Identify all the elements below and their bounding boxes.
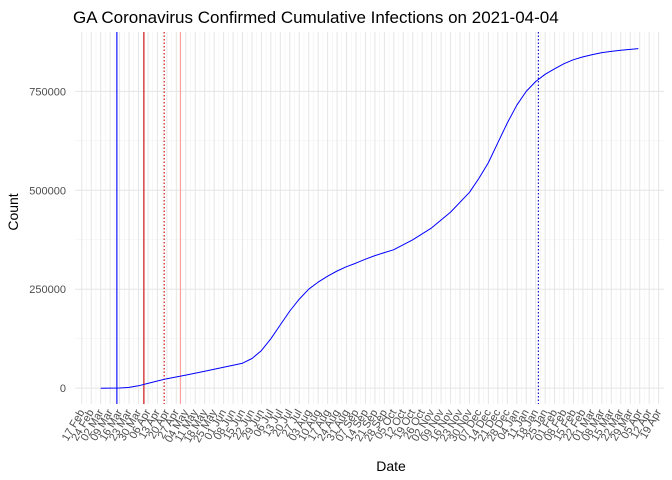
grid xyxy=(75,32,664,404)
chart-title: GA Coronavirus Confirmed Cumulative Infe… xyxy=(73,8,559,27)
series-line-1 xyxy=(100,48,639,389)
y-axis-title: Count xyxy=(5,193,21,230)
y-tick-label: 250000 xyxy=(29,284,66,296)
y-tick-label: 500000 xyxy=(29,185,66,197)
x-axis-title: Date xyxy=(376,458,406,474)
reference-lines xyxy=(116,32,539,404)
y-tick-label: 750000 xyxy=(29,86,66,98)
y-axis: 0 250000 500000 750000 xyxy=(29,86,66,395)
series-layer xyxy=(100,48,639,389)
y-tick-label: 0 xyxy=(60,383,66,395)
